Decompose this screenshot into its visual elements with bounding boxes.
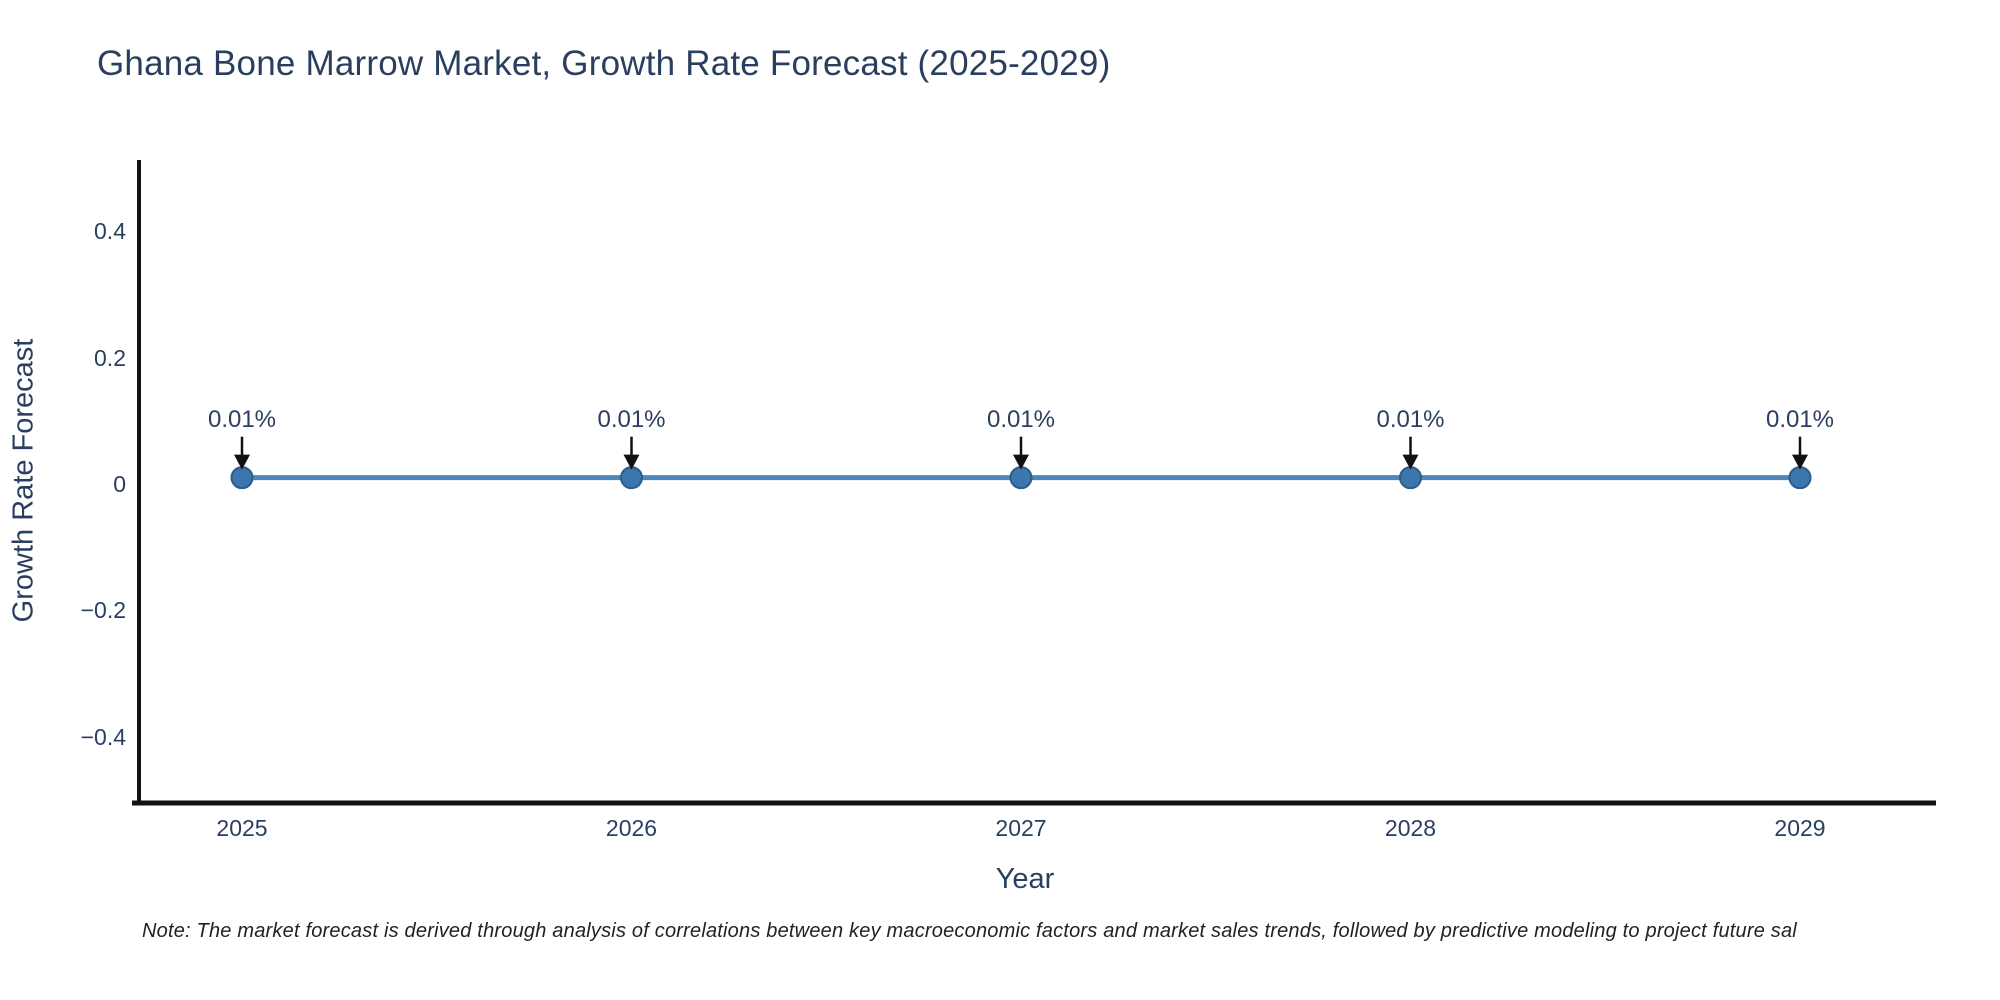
y-tick-label: 0	[113, 471, 126, 497]
point-value-label: 0.01%	[1765, 405, 1835, 433]
annotation-arrow-head	[623, 454, 640, 470]
y-tick-label: −0.2	[80, 597, 126, 624]
data-point-marker	[230, 466, 254, 490]
point-value-label: 0.01%	[597, 405, 666, 433]
x-tick-label: 2029	[1774, 815, 1826, 841]
y-tick-label: −0.4	[80, 723, 126, 750]
chart-title: Ghana Bone Marrow Market, Growth Rate Fo…	[97, 44, 1111, 83]
annotation-arrow-head	[1402, 454, 1419, 470]
footnote: Note: The market forecast is derived thr…	[142, 920, 1797, 942]
data-point-marker	[1009, 466, 1033, 490]
data-point-marker	[1788, 466, 1812, 490]
x-tick-label: 2025	[216, 815, 268, 841]
point-value-label: 0.01%	[986, 405, 1056, 433]
y-tick-label: 0.4	[94, 218, 126, 245]
x-axis-title: Year	[995, 863, 1055, 895]
x-tick-label: 2027	[995, 815, 1047, 841]
x-tick-label: 2026	[605, 815, 658, 841]
annotation-arrow-head	[1792, 454, 1808, 470]
data-point-marker	[1399, 466, 1422, 490]
data-point-marker	[620, 466, 643, 490]
annotation-arrow-head	[234, 454, 250, 470]
x-tick-label: 2028	[1384, 815, 1437, 841]
point-value-label: 0.01%	[207, 405, 277, 433]
y-tick-label: 0.2	[94, 344, 126, 371]
annotation-arrow-head	[1013, 454, 1029, 470]
point-value-label: 0.01%	[1376, 405, 1445, 433]
